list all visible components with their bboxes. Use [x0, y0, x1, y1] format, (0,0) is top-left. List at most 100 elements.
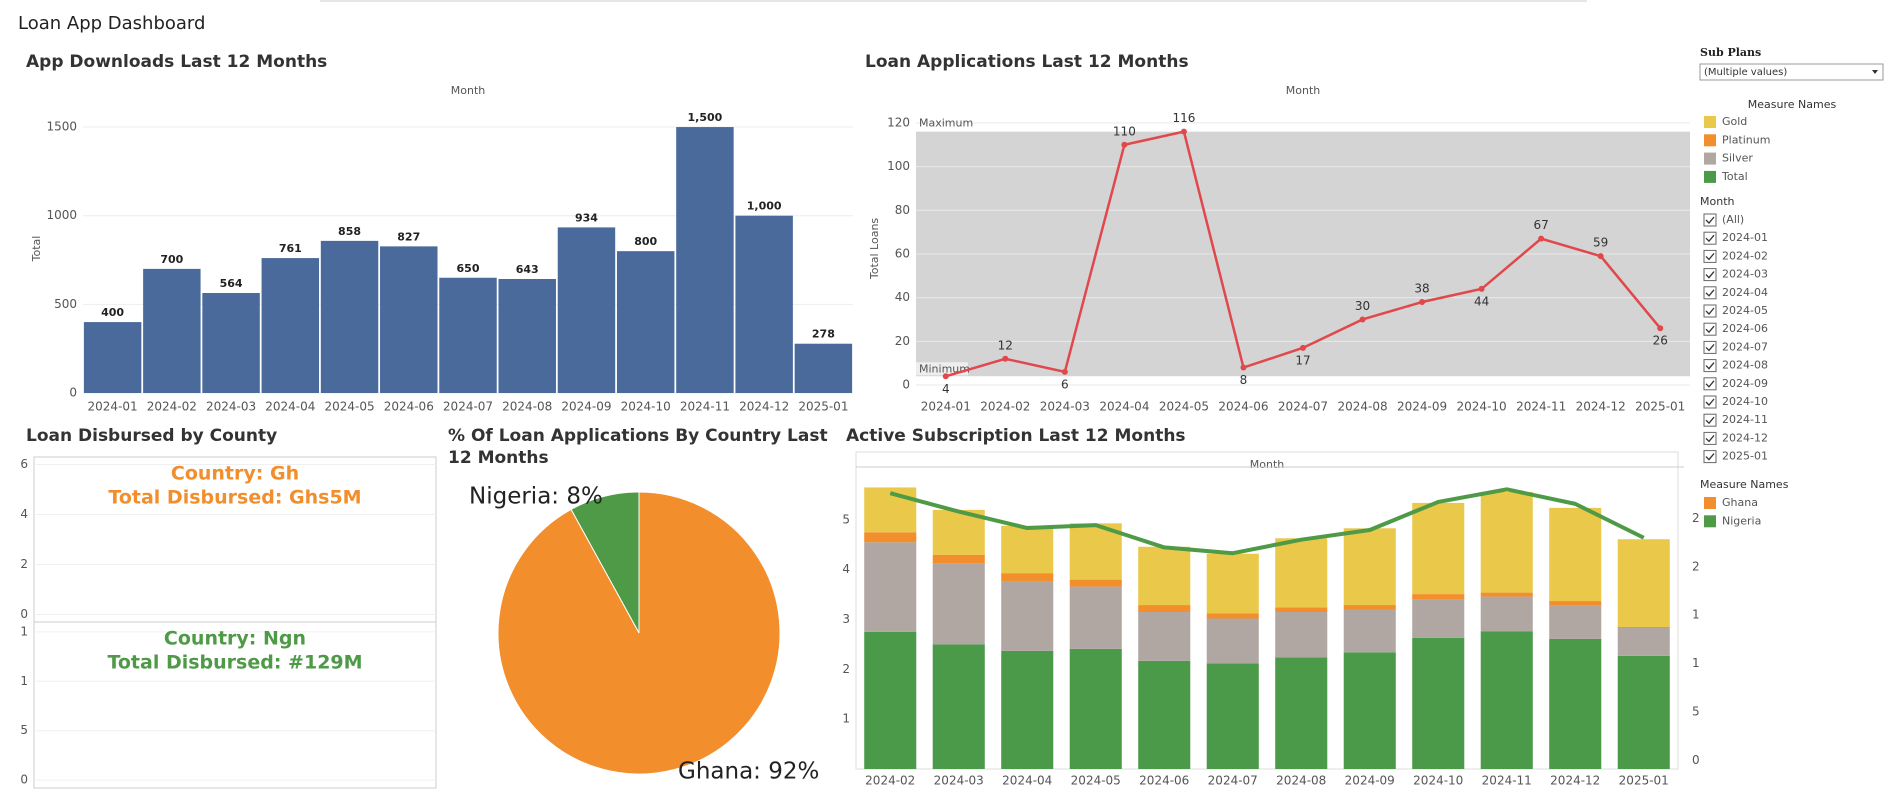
- bar-segment: [1549, 601, 1602, 606]
- bar-segment: [1617, 655, 1670, 769]
- y-tick-label: 4: [20, 507, 28, 521]
- y-tick-label: 1: [20, 674, 28, 688]
- checkbox[interactable]: [1703, 431, 1717, 445]
- data-label: 1,500: [688, 111, 723, 124]
- x-tick-label: 2024-11: [1482, 774, 1532, 788]
- checkbox[interactable]: [1703, 213, 1717, 227]
- checkbox[interactable]: [1703, 359, 1717, 373]
- x-tick-label: 2024-08: [502, 400, 552, 414]
- checkbox[interactable]: [1703, 322, 1717, 336]
- bar-segment: [864, 532, 917, 543]
- bar: [676, 127, 734, 394]
- data-label: 761: [279, 242, 302, 255]
- filter-option[interactable]: 2024-10: [1722, 395, 1768, 408]
- filter-option[interactable]: 2024-06: [1722, 322, 1768, 335]
- x-tick-label: 2024-08: [1337, 400, 1387, 414]
- bar: [202, 293, 260, 393]
- data-label: 1,000: [747, 200, 782, 213]
- filter-option[interactable]: 2024-07: [1722, 340, 1768, 353]
- checkbox[interactable]: [1703, 231, 1717, 245]
- panel-text: Total Disbursed: #129M: [107, 652, 362, 674]
- bar: [261, 258, 320, 393]
- filter-option[interactable]: 2024-12: [1722, 431, 1768, 444]
- bar-segment: [1138, 605, 1191, 613]
- filter-option[interactable]: 2024-02: [1722, 249, 1768, 262]
- y-axis-title: Total Loans: [868, 218, 881, 281]
- data-label: 26: [1653, 334, 1668, 348]
- bar-segment: [1001, 525, 1054, 574]
- bar-segment: [1206, 663, 1259, 769]
- bar-segment: [1275, 607, 1328, 613]
- filter-title: Sub Plans: [1700, 46, 1761, 59]
- legend-swatch: [1704, 116, 1716, 128]
- chart-title: Active Subscription Last 12 Months: [846, 426, 1186, 446]
- checkbox[interactable]: [1703, 268, 1717, 282]
- checkmark: [1705, 453, 1715, 461]
- bar: [616, 251, 675, 393]
- data-label: 400: [101, 306, 124, 319]
- dropdown[interactable]: [1699, 63, 1884, 81]
- legend-swatch: [1704, 134, 1716, 147]
- filter-option[interactable]: 2024-03: [1722, 268, 1768, 281]
- checkbox[interactable]: [1703, 304, 1717, 318]
- point: [942, 373, 949, 380]
- checkbox[interactable]: [1703, 413, 1717, 427]
- legend-label: Platinum: [1722, 133, 1770, 146]
- filter-option[interactable]: (All): [1722, 213, 1744, 226]
- checkbox[interactable]: [1703, 377, 1717, 391]
- checkbox[interactable]: [1703, 395, 1717, 409]
- bar: [320, 240, 379, 393]
- point: [1657, 325, 1664, 332]
- checkmark: [1705, 343, 1715, 352]
- data-label: 4: [942, 382, 950, 396]
- bar-segment: [1069, 586, 1122, 649]
- filter-option[interactable]: 2024-09: [1722, 377, 1768, 390]
- bar-segment: [1617, 539, 1670, 627]
- filter-option[interactable]: 2024-01: [1722, 231, 1768, 244]
- legend-title: Measure Names: [1748, 98, 1837, 111]
- bar-segment: [1480, 596, 1533, 632]
- bar-segment: [1138, 660, 1191, 769]
- data-label: 59: [1593, 236, 1608, 250]
- x-tick-label: 2024-05: [324, 400, 374, 414]
- x-tick-label: 2024-07: [1208, 774, 1258, 788]
- data-label: 827: [397, 230, 420, 243]
- y-tick-label: 3: [842, 612, 850, 626]
- point: [1597, 253, 1604, 260]
- x-tick-label: 2025-01: [1635, 400, 1685, 414]
- y-tick-label: 120: [887, 115, 910, 129]
- chart-title: % Of Loan Applications By Country Last 1…: [448, 426, 828, 468]
- filter-option[interactable]: 2024-04: [1722, 286, 1768, 299]
- legend-swatch: [1704, 515, 1716, 528]
- bar-segment: [1343, 528, 1396, 606]
- filter-option[interactable]: 2024-11: [1722, 413, 1768, 426]
- bar-segment: [1275, 657, 1328, 769]
- dropdown-value: (Multiple values): [1704, 67, 1787, 78]
- x-tick-label: 2024-03: [206, 400, 256, 414]
- data-label: 116: [1172, 111, 1195, 125]
- bar-segment: [1001, 573, 1054, 582]
- bar: [380, 246, 438, 393]
- checkbox[interactable]: [1703, 249, 1717, 263]
- x-tick-label: 2024-04: [1099, 400, 1149, 414]
- bar-segment: [1343, 609, 1396, 653]
- x-tick-label: 2024-02: [147, 400, 197, 414]
- checkbox[interactable]: [1703, 340, 1717, 354]
- bar-segment: [1138, 546, 1191, 606]
- y-tick-label: 4: [842, 562, 850, 576]
- x-tick-label: 2024-06: [384, 400, 434, 414]
- point: [1478, 285, 1485, 292]
- filter-option[interactable]: 2024-08: [1722, 359, 1768, 372]
- y-tick-label: 20: [895, 334, 910, 348]
- band-label: Maximum: [919, 117, 973, 130]
- point: [1538, 235, 1545, 242]
- bar: [439, 277, 497, 393]
- checkbox[interactable]: [1703, 450, 1717, 464]
- filter-option[interactable]: 2025-01: [1722, 450, 1768, 463]
- bar-segment: [1069, 579, 1122, 587]
- checkbox[interactable]: [1703, 286, 1717, 300]
- filter-option[interactable]: 2024-05: [1722, 304, 1768, 317]
- pie-label: Ghana: 92%: [678, 759, 819, 785]
